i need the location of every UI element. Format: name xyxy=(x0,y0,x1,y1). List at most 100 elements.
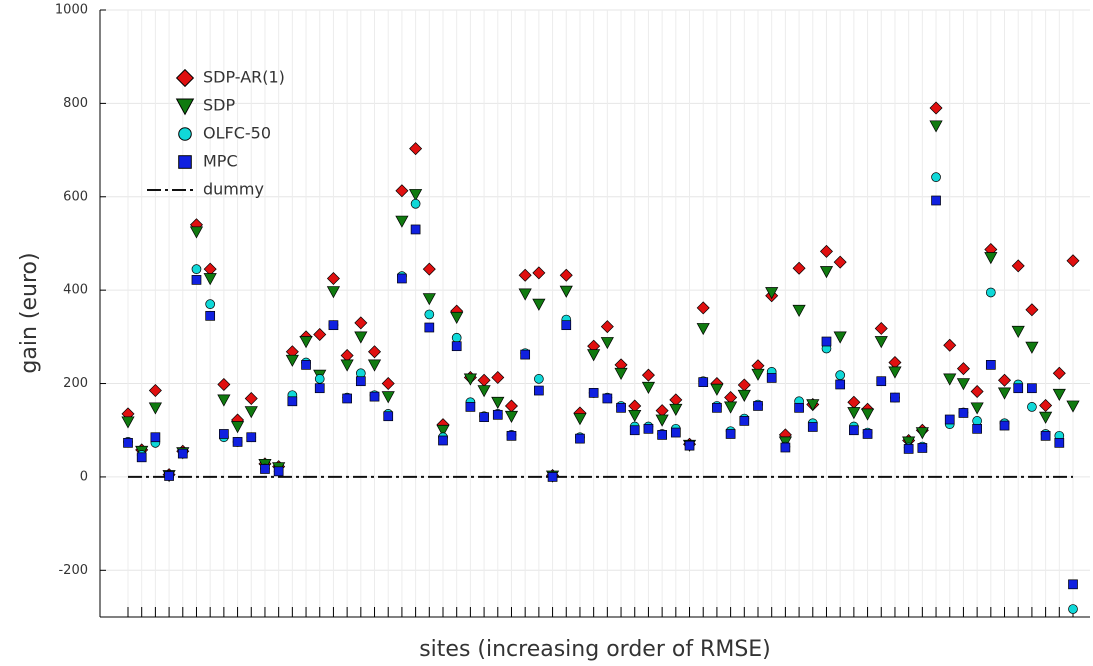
point xyxy=(381,377,395,391)
point xyxy=(260,464,270,474)
point xyxy=(698,377,709,387)
point xyxy=(833,255,847,269)
point xyxy=(177,448,188,459)
point xyxy=(643,423,654,434)
point xyxy=(506,430,517,441)
point xyxy=(1068,604,1078,614)
point xyxy=(314,383,325,394)
point xyxy=(534,374,544,384)
point xyxy=(244,391,258,405)
point xyxy=(929,120,943,133)
point xyxy=(547,472,558,482)
point xyxy=(1040,430,1051,441)
point xyxy=(205,310,216,321)
point xyxy=(409,142,423,156)
point xyxy=(465,402,476,412)
point xyxy=(1025,341,1039,354)
point xyxy=(849,425,859,436)
point xyxy=(794,402,804,413)
point xyxy=(985,360,996,370)
point xyxy=(696,301,710,315)
y-tick-label: 0 xyxy=(80,469,88,484)
point xyxy=(902,436,916,449)
point xyxy=(491,396,505,409)
point xyxy=(970,402,984,415)
point xyxy=(684,440,695,451)
point xyxy=(602,393,613,404)
point xyxy=(724,401,738,414)
point xyxy=(559,285,573,298)
point xyxy=(504,399,518,413)
point xyxy=(984,252,998,265)
point xyxy=(944,414,955,425)
point xyxy=(409,189,423,202)
legend-label: SDP-AR(1) xyxy=(203,68,285,87)
point xyxy=(354,316,368,330)
point xyxy=(819,244,833,258)
point xyxy=(917,443,928,453)
point xyxy=(860,408,875,421)
point xyxy=(1039,411,1053,424)
point xyxy=(1066,254,1080,268)
point xyxy=(410,224,421,235)
point xyxy=(792,304,806,317)
point xyxy=(326,271,340,285)
point xyxy=(477,385,491,398)
point xyxy=(148,384,162,398)
point xyxy=(368,345,382,359)
point xyxy=(1011,259,1025,273)
point xyxy=(477,373,491,387)
point xyxy=(943,338,957,352)
y-tick-label: 800 xyxy=(63,96,88,111)
y-axis-label: gain (euro) xyxy=(17,252,42,373)
point xyxy=(806,399,820,412)
point xyxy=(931,172,941,183)
point xyxy=(943,373,957,386)
point xyxy=(438,435,448,446)
point xyxy=(381,391,395,404)
point xyxy=(534,385,544,396)
point xyxy=(301,360,311,370)
point xyxy=(888,366,902,379)
point xyxy=(753,401,763,411)
point xyxy=(972,423,982,434)
point xyxy=(847,407,861,420)
point xyxy=(1039,398,1053,412)
point xyxy=(491,370,505,384)
point xyxy=(123,437,133,448)
point xyxy=(629,425,640,436)
point xyxy=(136,452,147,463)
point xyxy=(573,413,587,426)
point xyxy=(600,337,614,350)
point xyxy=(395,215,409,228)
point xyxy=(367,359,382,372)
point xyxy=(532,298,546,311)
legend-label: MPC xyxy=(203,152,238,171)
point xyxy=(299,336,313,349)
point xyxy=(1027,383,1037,394)
point xyxy=(712,402,722,413)
point xyxy=(821,336,832,347)
point xyxy=(436,424,450,437)
point xyxy=(669,403,683,416)
point xyxy=(232,437,243,447)
point xyxy=(410,198,421,209)
point xyxy=(655,414,669,427)
point xyxy=(504,410,519,423)
point xyxy=(819,266,834,279)
point xyxy=(807,422,818,432)
point xyxy=(518,288,532,301)
legend-swatch xyxy=(175,68,195,88)
point xyxy=(383,411,394,422)
point xyxy=(657,430,667,440)
point xyxy=(451,341,462,352)
point xyxy=(725,429,736,439)
point xyxy=(874,321,888,335)
point xyxy=(150,432,161,443)
point xyxy=(847,395,861,409)
point xyxy=(246,432,257,443)
point xyxy=(985,287,996,298)
point xyxy=(1011,325,1025,338)
point xyxy=(1013,383,1024,394)
point xyxy=(203,273,217,286)
